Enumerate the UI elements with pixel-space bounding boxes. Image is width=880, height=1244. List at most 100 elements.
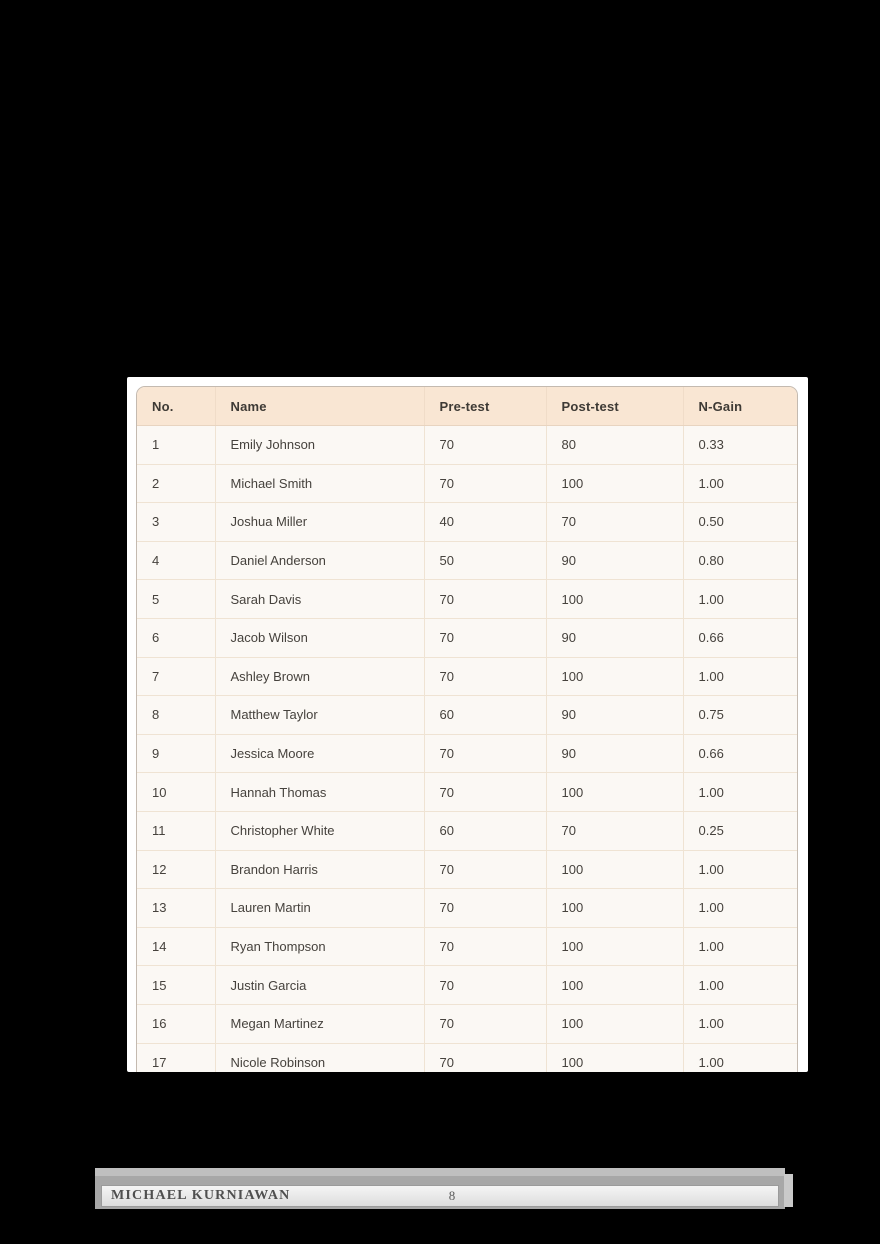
table-header: No. Name Pre-test Post-test N-Gain [137, 387, 797, 426]
cell-name: Ashley Brown [214, 657, 424, 697]
cell-pre: 70 [423, 850, 546, 890]
cell-ngain: 1.00 [682, 464, 797, 504]
cell-pre: 70 [423, 1043, 546, 1072]
cell-post: 70 [545, 811, 683, 851]
cell-name: Michael Smith [214, 464, 424, 504]
cell-ngain: 1.00 [682, 888, 797, 928]
cell-no: 6 [137, 618, 215, 658]
table-row: 17 Nicole Robinson 70 100 1.00 [137, 1043, 797, 1072]
table-row: 10 Hannah Thomas 70 100 1.00 [137, 772, 797, 812]
cell-no: 13 [137, 888, 215, 928]
cell-name: Jacob Wilson [214, 618, 424, 658]
footer-right-edge [784, 1174, 793, 1207]
table-row: 1 Emily Johnson 70 80 0.33 [137, 425, 797, 465]
table-row: 9 Jessica Moore 70 90 0.66 [137, 734, 797, 774]
table-row: 15 Justin Garcia 70 100 1.00 [137, 965, 797, 1005]
cell-no: 12 [137, 850, 215, 890]
table-row: 13 Lauren Martin 70 100 1.00 [137, 888, 797, 928]
score-table-card: No. Name Pre-test Post-test N-Gain 1 Emil… [136, 386, 798, 1072]
cell-ngain: 0.66 [682, 618, 797, 658]
footer-top-strip [95, 1168, 785, 1176]
column-header-pre-test: Pre-test [423, 387, 546, 426]
cell-ngain: 0.33 [682, 425, 797, 465]
cell-no: 2 [137, 464, 215, 504]
cell-post: 100 [545, 927, 683, 967]
cell-post: 90 [545, 541, 683, 581]
cell-name: Jessica Moore [214, 734, 424, 774]
cell-ngain: 1.00 [682, 1004, 797, 1044]
cell-name: Joshua Miller [214, 502, 424, 542]
table-row: 16 Megan Martinez 70 100 1.00 [137, 1004, 797, 1044]
cell-pre: 70 [423, 657, 546, 697]
table-row: 8 Matthew Taylor 60 90 0.75 [137, 695, 797, 735]
cell-ngain: 1.00 [682, 965, 797, 1005]
cell-no: 15 [137, 965, 215, 1005]
cell-pre: 70 [423, 425, 546, 465]
document-page: No. Name Pre-test Post-test N-Gain 1 Emil… [127, 377, 808, 1072]
cell-post: 100 [545, 464, 683, 504]
cell-pre: 70 [423, 618, 546, 658]
cell-pre: 70 [423, 734, 546, 774]
cell-ngain: 1.00 [682, 850, 797, 890]
table-row: 6 Jacob Wilson 70 90 0.66 [137, 618, 797, 658]
cell-name: Lauren Martin [214, 888, 424, 928]
cell-name: Sarah Davis [214, 579, 424, 619]
cell-no: 8 [137, 695, 215, 735]
score-table: No. Name Pre-test Post-test N-Gain 1 Emil… [137, 387, 797, 1072]
cell-post: 90 [545, 734, 683, 774]
cell-post: 90 [545, 618, 683, 658]
column-header-no: No. [137, 387, 215, 426]
cell-no: 11 [137, 811, 215, 851]
cell-ngain: 1.00 [682, 1043, 797, 1072]
page-footer: MICHAEL KURNIAWAN 8 [95, 1168, 785, 1209]
footer-author: MICHAEL KURNIAWAN [111, 1188, 291, 1203]
cell-ngain: 0.25 [682, 811, 797, 851]
cell-name: Emily Johnson [214, 425, 424, 465]
cell-name: Daniel Anderson [214, 541, 424, 581]
table-row: 4 Daniel Anderson 50 90 0.80 [137, 541, 797, 581]
cell-ngain: 0.66 [682, 734, 797, 774]
cell-no: 14 [137, 927, 215, 967]
cell-post: 70 [545, 502, 683, 542]
cell-ngain: 1.00 [682, 772, 797, 812]
cell-name: Brandon Harris [214, 850, 424, 890]
cell-no: 1 [137, 425, 215, 465]
cell-ngain: 1.00 [682, 657, 797, 697]
table-row: 12 Brandon Harris 70 100 1.00 [137, 850, 797, 890]
table-body: 1 Emily Johnson 70 80 0.33 2 Michael Smith 70 10… [137, 425, 797, 1072]
cell-no: 9 [137, 734, 215, 774]
cell-pre: 60 [423, 695, 546, 735]
table-row: 7 Ashley Brown 70 100 1.00 [137, 657, 797, 697]
cell-ngain: 0.80 [682, 541, 797, 581]
cell-ngain: 1.00 [682, 927, 797, 967]
cell-pre: 70 [423, 965, 546, 1005]
column-header-n-gain: N-Gain [682, 387, 797, 426]
cell-post: 100 [545, 965, 683, 1005]
cell-post: 100 [545, 1004, 683, 1044]
cell-post: 100 [545, 888, 683, 928]
cell-name: Justin Garcia [214, 965, 424, 1005]
cell-post: 80 [545, 425, 683, 465]
cell-pre: 70 [423, 888, 546, 928]
cell-name: Megan Martinez [214, 1004, 424, 1044]
footer-inner-panel: MICHAEL KURNIAWAN 8 [101, 1185, 779, 1207]
cell-post: 100 [545, 579, 683, 619]
table-row: 2 Michael Smith 70 100 1.00 [137, 464, 797, 504]
cell-post: 100 [545, 772, 683, 812]
cell-no: 16 [137, 1004, 215, 1044]
cell-ngain: 0.50 [682, 502, 797, 542]
cell-no: 7 [137, 657, 215, 697]
cell-post: 90 [545, 695, 683, 735]
table-row: 11 Christopher White 60 70 0.25 [137, 811, 797, 851]
cell-post: 100 [545, 1043, 683, 1072]
column-header-name: Name [214, 387, 424, 426]
cell-no: 3 [137, 502, 215, 542]
cell-pre: 60 [423, 811, 546, 851]
cell-pre: 70 [423, 579, 546, 619]
cell-no: 5 [137, 579, 215, 619]
cell-pre: 40 [423, 502, 546, 542]
cell-pre: 70 [423, 1004, 546, 1044]
cell-post: 100 [545, 657, 683, 697]
cell-ngain: 1.00 [682, 579, 797, 619]
table-row: 5 Sarah Davis 70 100 1.00 [137, 579, 797, 619]
